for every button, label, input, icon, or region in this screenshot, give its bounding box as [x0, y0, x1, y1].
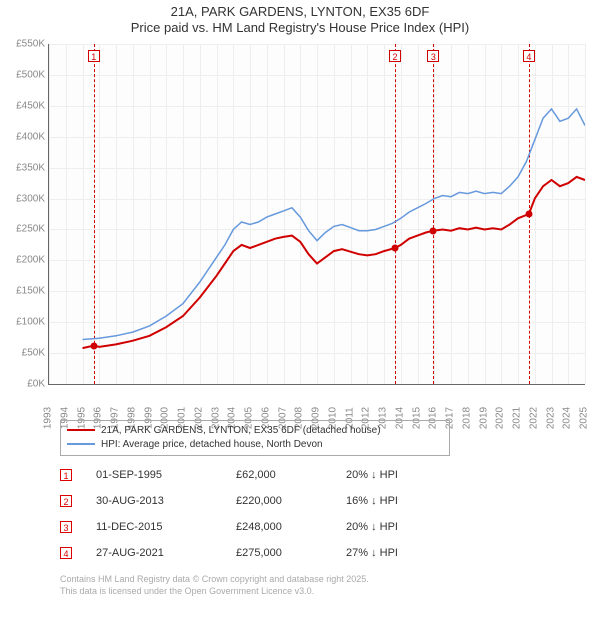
row-pct: 20% ↓ HPI	[346, 521, 456, 533]
table-row: 1 01-SEP-1995 £62,000 20% ↓ HPI	[60, 462, 456, 488]
x-tick-label: 2020	[495, 407, 506, 429]
x-tick-label: 2021	[512, 407, 523, 429]
table-row: 2 30-AUG-2013 £220,000 16% ↓ HPI	[60, 488, 456, 514]
chart-lines-svg	[49, 44, 585, 384]
series-property	[83, 177, 586, 348]
legend-label: HPI: Average price, detached house, Nort…	[101, 439, 323, 450]
row-price: £275,000	[236, 547, 346, 559]
footer-attribution: Contains HM Land Registry data © Crown c…	[60, 574, 369, 597]
row-marker-box: 2	[60, 495, 72, 507]
row-date: 27-AUG-2021	[96, 547, 236, 559]
row-pct: 27% ↓ HPI	[346, 547, 456, 559]
chart-title: 21A, PARK GARDENS, LYNTON, EX35 6DF	[0, 4, 600, 19]
row-pct: 16% ↓ HPI	[346, 495, 456, 507]
sale-point	[90, 342, 97, 349]
legend-swatch	[67, 443, 95, 445]
transactions-table: 1 01-SEP-1995 £62,000 20% ↓ HPI 2 30-AUG…	[60, 462, 456, 566]
row-pct: 20% ↓ HPI	[346, 469, 456, 481]
legend-swatch	[67, 429, 95, 431]
row-marker-box: 3	[60, 521, 72, 533]
table-row: 4 27-AUG-2021 £275,000 27% ↓ HPI	[60, 540, 456, 566]
plot-area: 1 2 3 4	[48, 44, 585, 385]
row-date: 01-SEP-1995	[96, 469, 236, 481]
legend: 21A, PARK GARDENS, LYNTON, EX35 6DF (det…	[60, 420, 450, 456]
chart-marker-box: 2	[389, 50, 401, 62]
legend-item: 21A, PARK GARDENS, LYNTON, EX35 6DF (det…	[67, 423, 443, 437]
footer-line: Contains HM Land Registry data © Crown c…	[60, 574, 369, 586]
legend-item: HPI: Average price, detached house, Nort…	[67, 437, 443, 451]
row-marker-box: 4	[60, 547, 72, 559]
table-row: 3 11-DEC-2015 £248,000 20% ↓ HPI	[60, 514, 456, 540]
y-tick-label: £400K	[1, 131, 45, 142]
x-tick-label: 1993	[43, 407, 54, 429]
sale-point	[525, 211, 532, 218]
chart-marker-box: 3	[427, 50, 439, 62]
x-tick-label: 2025	[579, 407, 590, 429]
row-marker-box: 1	[60, 469, 72, 481]
sale-point	[430, 227, 437, 234]
y-tick-label: £300K	[1, 193, 45, 204]
y-tick-label: £150K	[1, 286, 45, 297]
y-tick-label: £200K	[1, 255, 45, 266]
y-tick-label: £550K	[1, 39, 45, 50]
y-tick-label: £100K	[1, 317, 45, 328]
y-tick-label: £250K	[1, 224, 45, 235]
row-price: £220,000	[236, 495, 346, 507]
row-price: £62,000	[236, 469, 346, 481]
legend-label: 21A, PARK GARDENS, LYNTON, EX35 6DF (det…	[101, 425, 381, 436]
x-tick-label: 2019	[478, 407, 489, 429]
chart-container: 21A, PARK GARDENS, LYNTON, EX35 6DF Pric…	[0, 0, 600, 620]
row-date: 11-DEC-2015	[96, 521, 236, 533]
x-tick-label: 2022	[528, 407, 539, 429]
x-tick-label: 2024	[562, 407, 573, 429]
y-tick-label: £0K	[1, 379, 45, 390]
sale-point	[392, 245, 399, 252]
footer-line: This data is licensed under the Open Gov…	[60, 586, 369, 598]
x-tick-label: 2018	[461, 407, 472, 429]
x-tick-label: 2023	[545, 407, 556, 429]
y-tick-label: £350K	[1, 162, 45, 173]
chart-marker-box: 1	[88, 50, 100, 62]
y-tick-label: £500K	[1, 69, 45, 80]
chart-marker-box: 4	[523, 50, 535, 62]
y-tick-label: £50K	[1, 348, 45, 359]
chart-subtitle: Price paid vs. HM Land Registry's House …	[0, 20, 600, 35]
row-price: £248,000	[236, 521, 346, 533]
y-tick-label: £450K	[1, 100, 45, 111]
row-date: 30-AUG-2013	[96, 495, 236, 507]
